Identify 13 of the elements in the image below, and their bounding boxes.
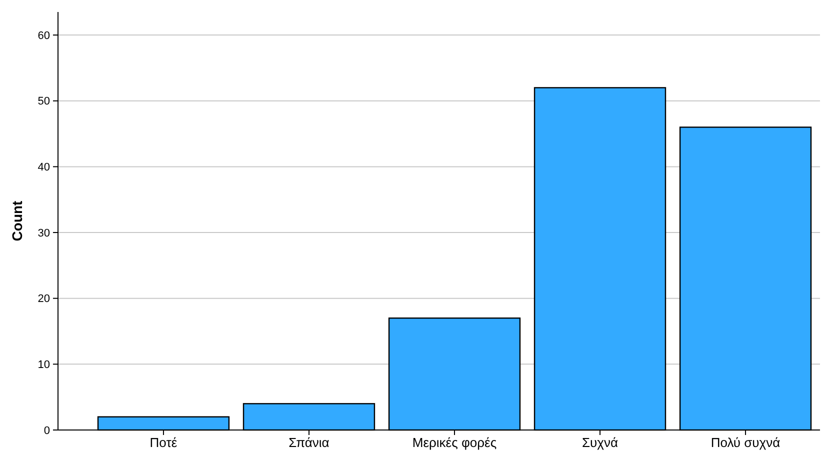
x-tick-label: Ποτέ (150, 435, 178, 450)
y-axis-title: Count (9, 200, 25, 242)
y-tick-label: 0 (44, 424, 50, 437)
x-tick-label: Συχνά (582, 435, 618, 450)
x-tick-label: Σπάνια (288, 435, 330, 450)
y-tick-label: 50 (38, 96, 50, 108)
y-tick-label: 40 (38, 162, 50, 174)
y-tick-label: 60 (38, 30, 50, 42)
y-tick-label: 20 (38, 293, 50, 306)
x-tick-label: Πολύ συχνά (710, 435, 781, 450)
y-tick-label: 30 (38, 227, 50, 240)
y-tick-label: 10 (38, 359, 50, 372)
x-tick-label: Μερικές φορές (412, 435, 497, 450)
